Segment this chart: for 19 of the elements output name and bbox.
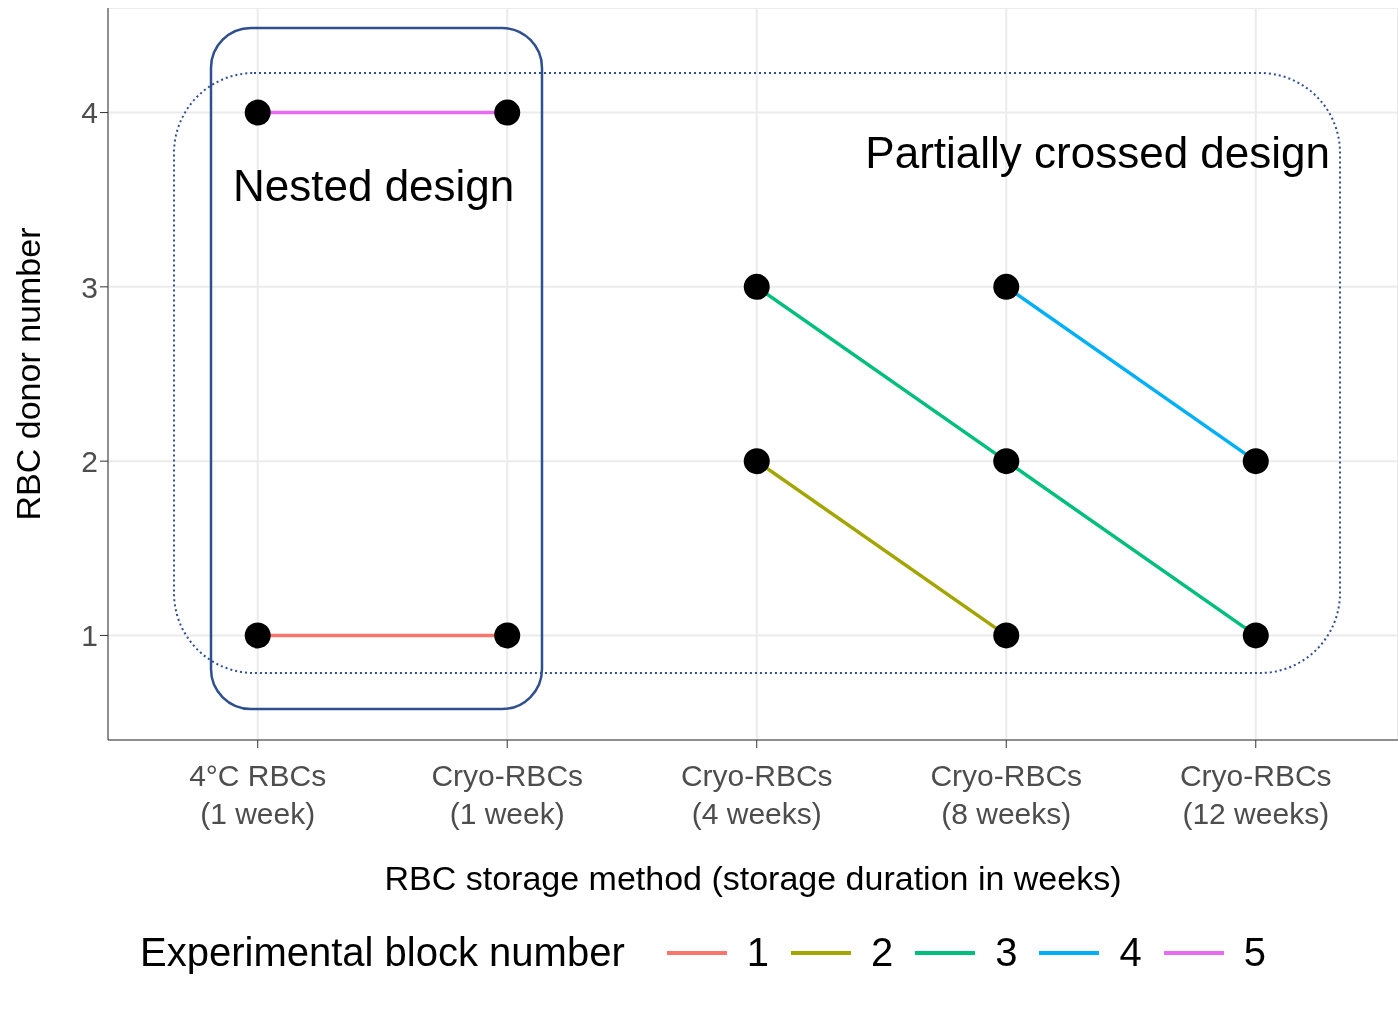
legend-label: 3 bbox=[995, 930, 1018, 975]
annotation: Partially crossed design bbox=[865, 128, 1330, 177]
y-tick-label: 4 bbox=[81, 96, 98, 130]
y-tick-label: 3 bbox=[81, 270, 98, 304]
x-axis-title: RBC storage method (storage duration in weeks) bbox=[384, 859, 1122, 897]
y-axis-title: RBC donor number bbox=[9, 227, 48, 521]
annotation: Nested design bbox=[233, 161, 515, 210]
legend-title: Experimental block number bbox=[140, 930, 625, 975]
x-tick-label: Cryo-RBCs (12 weeks) bbox=[1179, 759, 1332, 830]
legend-label: 2 bbox=[870, 930, 894, 975]
x-tick-label: Cryo-RBCs (1 week) bbox=[431, 759, 584, 830]
x-tick-label: Cryo-RBCs (8 weeks) bbox=[930, 759, 1083, 830]
y-tick-label: 2 bbox=[81, 444, 98, 478]
legend-label: 4 bbox=[1119, 930, 1142, 975]
legend-label: 1 bbox=[746, 930, 769, 975]
legend-label: 5 bbox=[1243, 930, 1266, 975]
x-tick-label: Cryo-RBCs (4 weeks) bbox=[680, 759, 833, 830]
x-tick-label: 4°C RBCs (1 week) bbox=[189, 759, 327, 830]
y-tick-label: 1 bbox=[81, 619, 98, 653]
